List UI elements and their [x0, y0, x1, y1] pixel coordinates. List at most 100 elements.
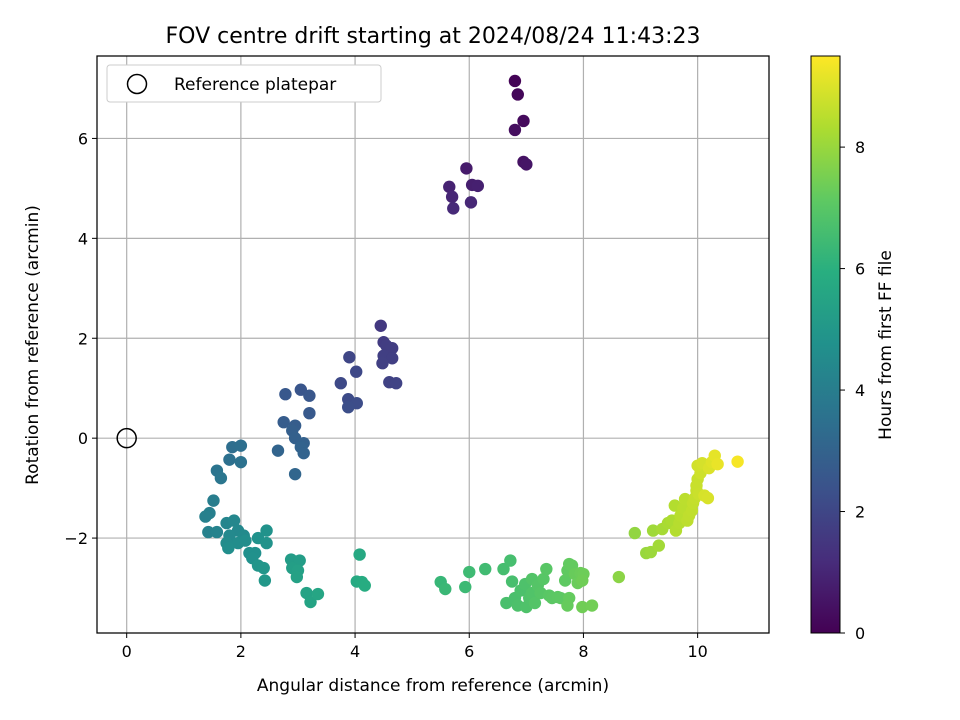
- data-point: [576, 600, 589, 614]
- data-point: [520, 158, 533, 171]
- data-point: [508, 123, 522, 137]
- data-point: [222, 541, 235, 555]
- data-point: [257, 561, 270, 575]
- data-point: [277, 415, 290, 429]
- y-axis-label: Rotation from reference (arcmin): [23, 205, 43, 485]
- data-point: [443, 180, 456, 194]
- data-point: [288, 467, 302, 481]
- data-point: [297, 446, 310, 460]
- colorbar: [810, 55, 841, 634]
- data-point: [311, 587, 325, 601]
- data-point: [439, 582, 452, 596]
- data-point: [350, 365, 363, 378]
- data-point: [353, 548, 366, 561]
- data-point: [711, 457, 724, 471]
- legend-box: [106, 64, 382, 103]
- x-axis-label: Angular distance from reference (arcmin): [257, 676, 609, 696]
- data-point: [731, 455, 744, 468]
- data-point: [374, 319, 387, 332]
- data-point: [389, 377, 403, 390]
- reference-layer: [116, 427, 137, 449]
- data-point: [576, 574, 589, 587]
- data-point: [260, 536, 273, 550]
- data-point: [585, 599, 599, 612]
- data-point: [279, 388, 292, 401]
- colorbar-ticks: 0 2 4 6 8: [840, 138, 865, 643]
- data-point: [214, 471, 228, 485]
- x-tick-label: 8: [578, 642, 588, 661]
- plot-frame: [96, 55, 770, 634]
- colorbar-tick-label: 4: [855, 381, 865, 400]
- data-point: [199, 510, 212, 523]
- data-point: [628, 526, 642, 540]
- x-tick-label: 0: [122, 642, 132, 661]
- data-point: [517, 114, 530, 128]
- data-point: [540, 562, 553, 576]
- data-point: [260, 524, 273, 537]
- data-point: [227, 514, 241, 527]
- data-point: [376, 357, 389, 370]
- data-point: [304, 595, 317, 609]
- data-point: [558, 574, 572, 587]
- data-point: [358, 579, 371, 592]
- legend-marker: [126, 73, 148, 95]
- y-tick-label: 4: [78, 229, 88, 248]
- data-point: [508, 74, 522, 88]
- scatter-series: [199, 74, 744, 614]
- data-point: [505, 575, 519, 588]
- data-point: [334, 377, 347, 390]
- grid: [97, 56, 769, 633]
- data-point: [223, 453, 236, 466]
- data-point: [385, 352, 399, 365]
- chart-title: FOV centre drift starting at 2024/08/24 …: [166, 24, 701, 49]
- data-point: [202, 525, 215, 539]
- y-axis-ticks: −2 0 2 4 6: [64, 129, 97, 548]
- data-point: [385, 342, 399, 355]
- data-point: [234, 439, 248, 452]
- colorbar-tick-label: 6: [855, 260, 865, 279]
- colorbar-tick-label: 8: [855, 138, 865, 157]
- reference-marker: [116, 427, 137, 449]
- data-point: [537, 572, 550, 586]
- data-point: [447, 202, 460, 215]
- data-point: [612, 570, 626, 584]
- y-tick-label: 0: [78, 429, 88, 448]
- x-tick-label: 6: [464, 642, 474, 661]
- x-tick-label: 2: [236, 642, 246, 661]
- colorbar-label: Hours from first FF file: [876, 250, 896, 440]
- data-point: [258, 574, 272, 587]
- data-point: [460, 162, 473, 175]
- data-point: [511, 88, 524, 101]
- data-point: [271, 444, 285, 457]
- data-point: [303, 406, 316, 420]
- data-point: [343, 351, 356, 364]
- x-axis-ticks: 0 2 4 6 8 10: [122, 633, 708, 661]
- data-point: [701, 491, 715, 505]
- colorbar-tick-label: 2: [855, 503, 865, 522]
- data-point: [234, 455, 248, 469]
- data-point: [342, 400, 355, 414]
- legend-label: Reference platepar: [174, 75, 336, 95]
- data-point: [459, 580, 472, 594]
- x-tick-label: 10: [687, 642, 707, 661]
- colorbar-tick-label: 0: [855, 624, 865, 643]
- x-tick-label: 4: [350, 642, 360, 661]
- data-point: [528, 596, 542, 610]
- data-point: [652, 539, 666, 552]
- data-point: [210, 525, 224, 539]
- y-tick-label: 2: [78, 329, 88, 348]
- data-point: [561, 599, 574, 612]
- data-point: [239, 534, 252, 547]
- data-point: [479, 562, 492, 576]
- y-tick-label: 6: [78, 129, 88, 148]
- y-tick-label: −2: [64, 529, 88, 548]
- data-point: [471, 179, 485, 193]
- data-point: [497, 562, 510, 576]
- data-point: [646, 524, 660, 537]
- data-point: [464, 196, 478, 209]
- legend: Reference platepar: [106, 64, 382, 103]
- data-point: [445, 190, 459, 204]
- data-point: [290, 570, 304, 584]
- data-point: [303, 389, 316, 402]
